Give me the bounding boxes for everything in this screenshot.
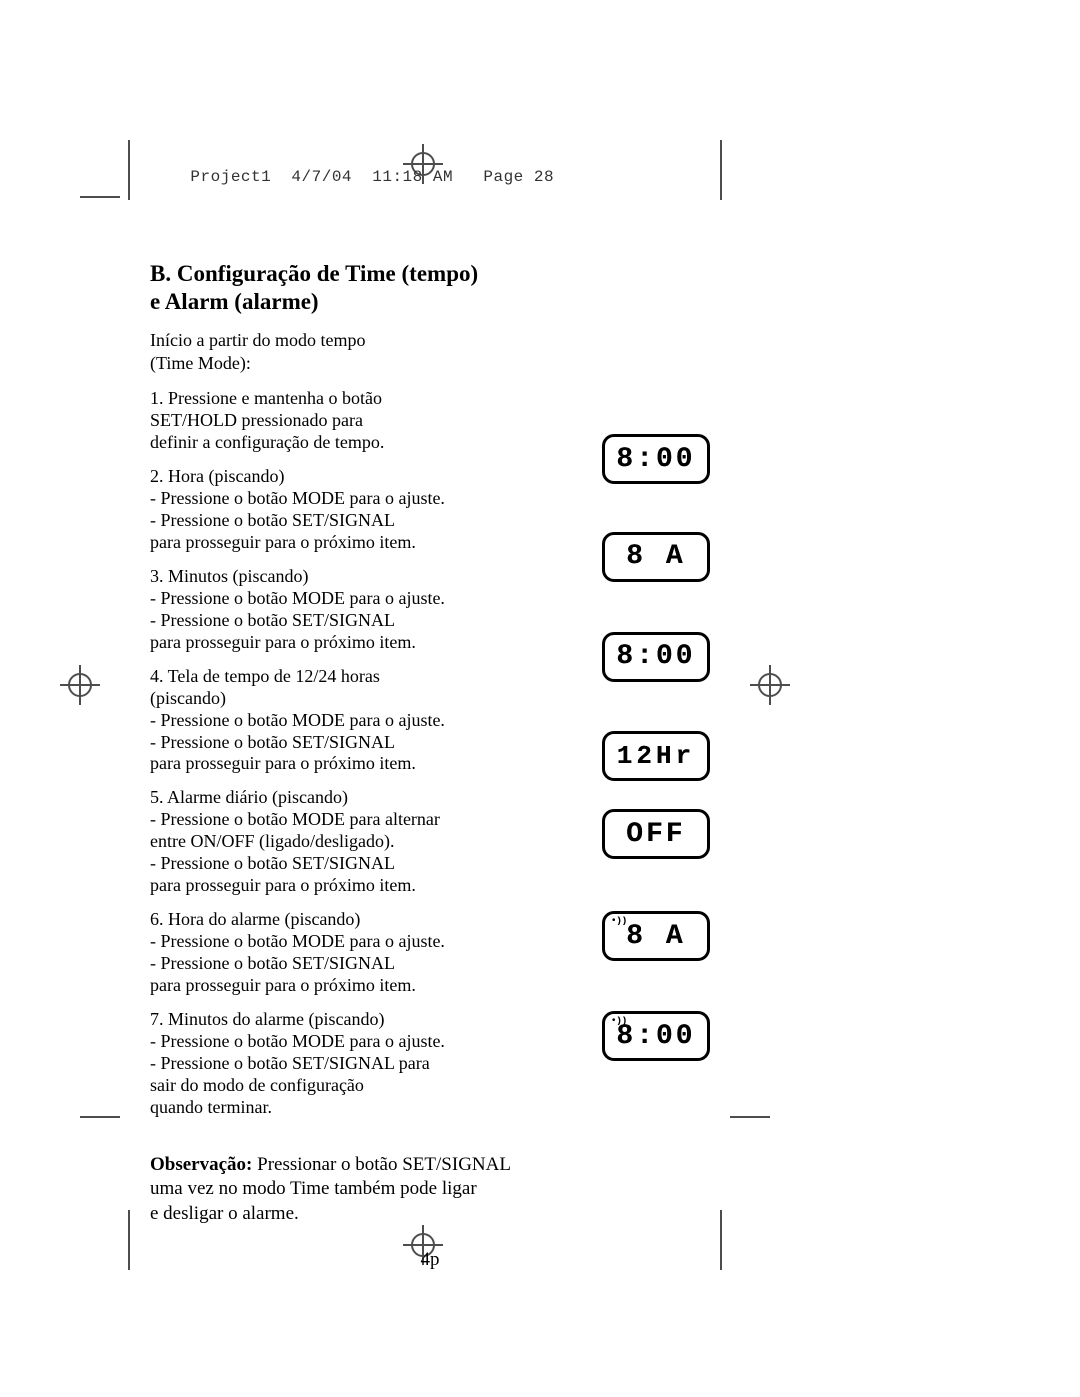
section-title: B. Configuração de Time (tempo) e Alarm … [150,260,710,315]
header-time: 11:18 AM [372,168,453,186]
step-lead: 6. Hora do alarme (piscando) [150,909,594,931]
crop-mark [720,1210,722,1270]
lcd-display: OFF [602,809,710,859]
lcd-value: 8 A [626,921,685,952]
observation-note: Observação: Pressionar o botão SET/SIGNA… [150,1153,710,1227]
step-sub: - Pressione o botão SET/SIGNAL [150,953,594,975]
header-page: Page 28 [483,168,554,186]
note-line-3: e desligar o alarme. [150,1203,299,1224]
step-sub: - Pressione o botão MODE para o ajuste. [150,488,594,510]
step-text: 5. Alarme diário (piscando) - Pressione … [150,787,602,897]
crop-mark [128,1210,130,1270]
step-text: 4. Tela de tempo de 12/24 horas (piscand… [150,666,602,776]
lcd-value: 8:00 [616,641,695,672]
step-lead: 5. Alarme diário (piscando) [150,787,594,809]
step-sub: - Pressione o botão MODE para o ajuste. [150,931,594,953]
step-sub: - Pressione o botão MODE para o ajuste. [150,710,594,732]
step-lead: 7. Minutos do alarme (piscando) [150,1009,594,1031]
step-text: 6. Hora do alarme (piscando) - Pressione… [150,909,602,997]
step-sub: SET/HOLD pressionado para [150,410,594,432]
lcd-value: 8:00 [616,444,695,475]
step-text: 3. Minutos (piscando) - Pressione o botã… [150,566,602,654]
step-sub: para prosseguir para o próximo item. [150,753,594,775]
crop-mark [730,1116,770,1118]
step-sub: - Pressione o botão SET/SIGNAL [150,510,594,532]
lcd-slot: 12Hr OFF [602,731,710,859]
intro-line-2: (Time Mode): [150,353,251,373]
section-intro: Início a partir do modo tempo (Time Mode… [150,329,710,374]
step-sub: definir a configuração de tempo. [150,432,594,454]
lcd-slot: •)) 8:00 [602,1011,710,1061]
lcd-slot: •)) 8 A [602,911,710,961]
step-sub: quando terminar. [150,1097,594,1119]
registration-mark-icon [750,665,790,705]
step-sub: entre ON/OFF (ligado/desligado). [150,831,594,853]
step-text: 1. Pressione e mantenha o botão SET/HOLD… [150,388,602,454]
lcd-slot: 8:00 [602,632,710,682]
lcd-display: 8:00 [602,434,710,484]
step-text: 2. Hora (piscando) - Pressione o botão M… [150,466,602,554]
lcd-display: •)) 8 A [602,911,710,961]
step-item: 5. Alarme diário (piscando) - Pressione … [150,787,710,897]
step-item: 6. Hora do alarme (piscando) - Pressione… [150,909,710,997]
lcd-value: 12Hr [617,741,695,771]
alarm-dot-icon: •)) [611,1016,627,1026]
header-date: 4/7/04 [291,168,352,186]
step-sub: - Pressione o botão MODE para o ajuste. [150,588,594,610]
step-sub: para prosseguir para o próximo item. [150,532,594,554]
step-item: 7. Minutos do alarme (piscando) - Pressi… [150,1009,710,1119]
step-sub: para prosseguir para o próximo item. [150,975,594,997]
step-sub: - Pressione o botão SET/SIGNAL [150,610,594,632]
step-lead: 1. Pressione e mantenha o botão [150,388,594,410]
intro-line-1: Início a partir do modo tempo [150,330,365,350]
step-lead: 3. Minutos (piscando) [150,566,594,588]
lcd-display: 8:00 [602,632,710,682]
step-sub: - Pressione o botão SET/SIGNAL [150,853,594,875]
lcd-value: OFF [626,819,685,850]
step-sub: (piscando) [150,688,594,710]
crop-mark [128,140,130,200]
step-sub: para prosseguir para o próximo item. [150,632,594,654]
note-label: Observação: [150,1154,252,1175]
print-header: Project1 4/7/04 11:18 AM Page 28 [150,150,710,204]
note-line-2: uma vez no modo Time também pode ligar [150,1178,477,1199]
step-sub: para prosseguir para o próximo item. [150,875,594,897]
page-root: Project1 4/7/04 11:18 AM Page 28 B. Conf… [0,0,1080,1397]
lcd-slot: 8:00 [602,434,710,484]
steps-list: 1. Pressione e mantenha o botão SET/HOLD… [150,388,710,1119]
step-sub: - Pressione o botão MODE para o ajuste. [150,1031,594,1053]
page-number: 4p [150,1249,710,1271]
step-sub: - Pressione o botão MODE para alternar [150,809,594,831]
content-column: B. Configuração de Time (tempo) e Alarm … [150,260,710,1271]
alarm-dot-icon: •)) [611,916,627,926]
crop-mark [720,140,722,200]
crop-mark [80,1116,120,1118]
step-lead: 4. Tela de tempo de 12/24 horas [150,666,594,688]
header-project: Project1 [190,168,271,186]
step-sub: - Pressione o botão SET/SIGNAL para [150,1053,594,1075]
step-text: 7. Minutos do alarme (piscando) - Pressi… [150,1009,602,1119]
lcd-display: •)) 8:00 [602,1011,710,1061]
lcd-value: 8:00 [616,1021,695,1052]
step-lead: 2. Hora (piscando) [150,466,594,488]
title-line-2: e Alarm (alarme) [150,289,319,314]
note-line-1: Pressionar o botão SET/SIGNAL [252,1154,511,1175]
step-sub: - Pressione o botão SET/SIGNAL [150,732,594,754]
crop-mark [80,196,120,198]
registration-mark-icon [60,665,100,705]
title-line-1: B. Configuração de Time (tempo) [150,261,478,286]
step-sub: sair do modo de configuração [150,1075,594,1097]
lcd-display: 8 A [602,532,710,582]
lcd-slot: 8 A [602,532,710,582]
lcd-display: 12Hr [602,731,710,781]
lcd-value: 8 A [626,541,685,572]
